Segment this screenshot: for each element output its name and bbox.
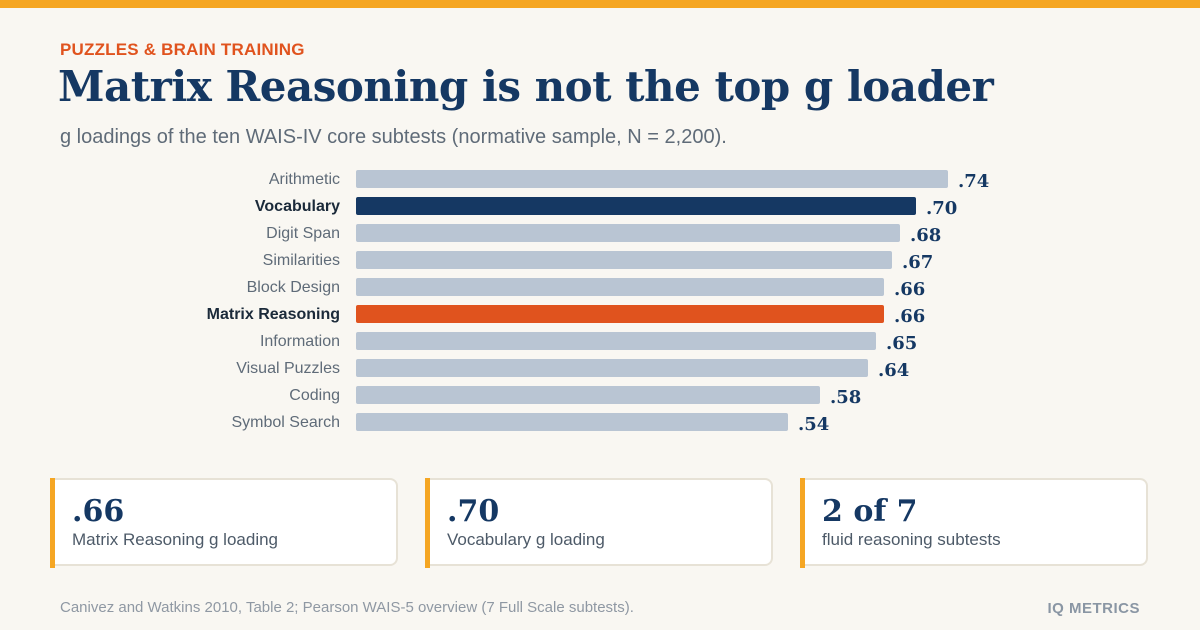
value-label-vocabulary: .70: [926, 198, 957, 219]
stat-label: Vocabulary g loading: [447, 530, 605, 549]
brand-logo-text: IQ METRICS: [1047, 600, 1140, 617]
stat-label: fluid reasoning subtests: [822, 530, 1001, 549]
category-label-digit-span: Digit Span: [266, 225, 340, 242]
bar-similarities: [356, 251, 892, 269]
category-label-symbol-search: Symbol Search: [232, 414, 341, 431]
value-label-visual-puzzles: .64: [878, 360, 909, 381]
value-label-digit-span: .68: [910, 225, 941, 246]
top-accent-bar: [0, 0, 1200, 8]
g-loading-bar-chart: Arithmetic .74 Vocabulary .70 Digit Span .68 S…: [207, 170, 989, 435]
value-label-matrix-reasoning: .66: [894, 306, 925, 327]
bar-symbol-search: [356, 413, 788, 431]
value-label-similarities: .67: [902, 252, 933, 273]
category-label-information: Information: [260, 333, 340, 350]
bar-information: [356, 332, 876, 350]
bar-coding: [356, 386, 820, 404]
category-label-similarities: Similarities: [263, 252, 340, 269]
stat-card-vocabulary: .70 Vocabulary g loading: [425, 478, 773, 568]
value-label-arithmetic: .74: [958, 171, 989, 192]
stat-value: .66: [72, 494, 125, 529]
bar-arithmetic: [356, 170, 948, 188]
category-kicker: PUZZLES & BRAIN TRAINING: [60, 40, 305, 59]
category-label-vocabulary: Vocabulary: [255, 198, 340, 215]
stat-value: 2 of 7: [822, 494, 918, 529]
bar-vocabulary: [356, 197, 916, 215]
source-note: Canivez and Watkins 2010, Table 2; Pears…: [60, 599, 634, 616]
stat-card-accent: [50, 478, 55, 568]
value-label-coding: .58: [830, 387, 861, 408]
value-label-symbol-search: .54: [798, 414, 829, 435]
category-label-coding: Coding: [289, 387, 340, 404]
bar-block-design: [356, 278, 884, 296]
stat-value: .70: [447, 494, 500, 529]
stat-card-matrix: .66 Matrix Reasoning g loading: [50, 478, 398, 568]
value-label-information: .65: [886, 333, 917, 354]
page-subtitle: g loadings of the ten WAIS-IV core subte…: [60, 126, 727, 148]
category-label-matrix-reasoning: Matrix Reasoning: [207, 306, 340, 323]
stat-card-fluid: 2 of 7 fluid reasoning subtests: [800, 478, 1148, 568]
page-title: Matrix Reasoning is not the top g loader: [58, 62, 994, 111]
category-label-block-design: Block Design: [247, 279, 340, 296]
bar-digit-span: [356, 224, 900, 242]
value-label-block-design: .66: [894, 279, 925, 300]
stat-card-accent: [800, 478, 805, 568]
bar-matrix-reasoning: [356, 305, 884, 323]
stat-label: Matrix Reasoning g loading: [72, 530, 279, 549]
category-label-arithmetic: Arithmetic: [269, 171, 340, 188]
stat-card-accent: [425, 478, 430, 568]
category-label-visual-puzzles: Visual Puzzles: [236, 360, 340, 377]
bar-visual-puzzles: [356, 359, 868, 377]
